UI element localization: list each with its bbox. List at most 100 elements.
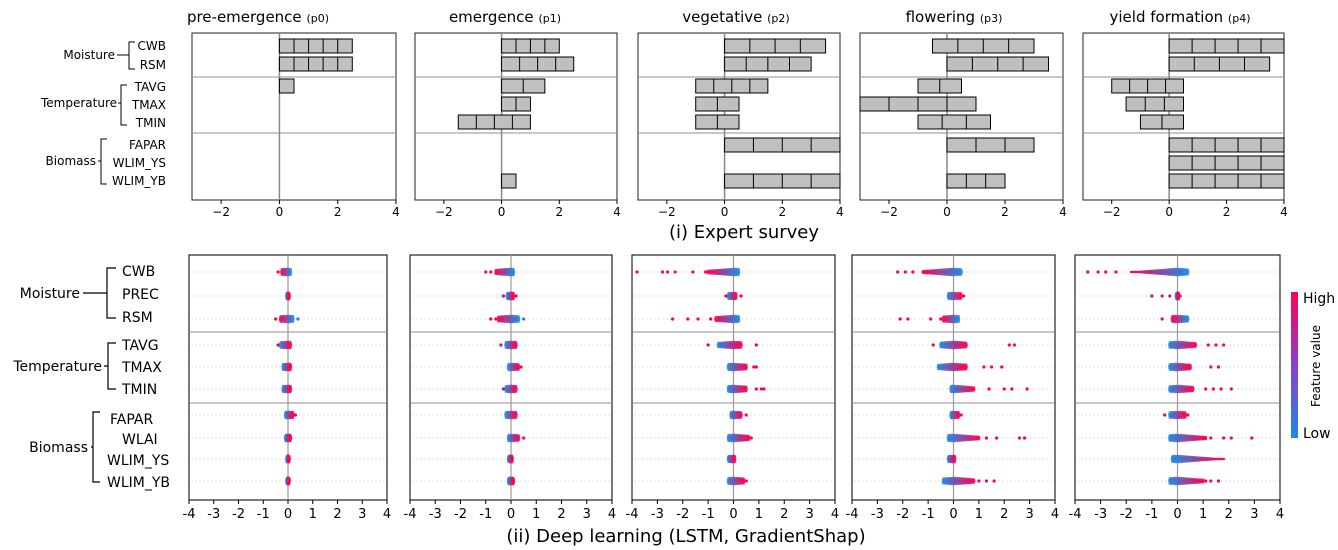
dl-point-outlier <box>276 343 280 347</box>
dl-point-outlier <box>1186 413 1190 417</box>
dl-x-tick-label: 0 <box>729 507 737 522</box>
caption-expert-survey: (i) Expert survey <box>669 222 819 243</box>
dl-x-tick-label: 2 <box>1225 507 1233 522</box>
dl-point-outlier <box>519 365 523 369</box>
dl-x-tick-label: 3 <box>358 507 366 522</box>
expert-bar-tmax <box>1125 96 1184 112</box>
dl-x-tick-label: 1 <box>975 507 983 522</box>
dl-label-tmin: TMIN <box>121 382 157 398</box>
expert-x-tick-label: 4 <box>1059 205 1067 219</box>
dl-point <box>1186 268 1190 276</box>
expert-label-tmax: TMAX <box>131 98 166 112</box>
dl-point-outlier <box>489 270 493 274</box>
dl-point-outlier <box>1216 479 1221 483</box>
dl-x-tick-label: -1 <box>922 507 935 522</box>
dl-point <box>959 292 963 300</box>
dl-point <box>742 477 746 485</box>
dl-point-outlier <box>898 317 902 321</box>
dl-point <box>291 410 295 420</box>
dl-point-outlier <box>1163 413 1167 417</box>
dl-x-tick-label: 0 <box>949 507 957 522</box>
panel-title-p1: emergence (p1) <box>449 8 561 26</box>
dl-point-outlier <box>703 270 708 274</box>
dl-label-rsm: RSM <box>122 310 153 326</box>
expert-panel-p0: −2 0 2 4 <box>191 32 400 219</box>
dl-point <box>516 363 521 371</box>
dl-x-tick-label: 4 <box>608 507 616 522</box>
expert-bar-tmin <box>917 114 991 130</box>
expert-panel-p3: −2 0 2 4 <box>859 32 1067 219</box>
dl-point <box>736 314 741 324</box>
dl-point <box>1183 411 1187 419</box>
dl-label-wlim-ys: WLIM_YS <box>107 453 169 469</box>
dl-point <box>747 434 751 442</box>
dl-point <box>514 410 518 420</box>
expert-panel-p2: −2 0 2 4 <box>637 32 844 219</box>
dl-point <box>733 454 737 464</box>
caption-deep-learning: (ii) Deep learning (LSTM, GradientShap) <box>506 526 865 547</box>
expert-label-tavg: TAVG <box>134 80 166 94</box>
dl-point-outlier <box>686 317 690 321</box>
dl-point <box>511 476 516 486</box>
dl-x-tick-label: 1 <box>309 507 317 522</box>
dl-point-outlier <box>739 294 743 298</box>
expert-bar-cwb <box>1168 38 1285 54</box>
dl-point-outlier <box>274 317 278 321</box>
dl-point-outlier <box>671 317 675 321</box>
dl-point <box>956 314 961 324</box>
colorbar-gradient <box>1291 292 1298 438</box>
dl-point <box>511 267 516 277</box>
dl-point-outlier <box>1010 387 1014 391</box>
dl-x-tick-label: 4 <box>1276 507 1284 522</box>
dl-label-tavg: TAVG <box>121 338 159 354</box>
dl-point-outlier <box>992 479 996 483</box>
dl-point <box>287 476 291 486</box>
dl-x-tick-label: 3 <box>805 507 813 522</box>
dl-point-outlier <box>1229 387 1233 391</box>
dl-x-tick-label: -3 <box>1094 507 1107 522</box>
dl-point-outlier <box>1204 387 1208 391</box>
dl-point-outlier <box>959 413 963 417</box>
expert-x-tick-label: 2 <box>778 205 786 219</box>
expert-x-tick-label: 0 <box>721 205 729 219</box>
dl-point <box>1222 457 1226 461</box>
dl-group-biomass: Biomass <box>29 440 88 456</box>
dl-point-outlier <box>1216 365 1221 369</box>
expert-x-tick-label: −2 <box>658 205 676 219</box>
dl-point <box>291 314 295 324</box>
dl-point-outlier <box>759 387 764 391</box>
expert-x-tick-label: 0 <box>498 205 506 219</box>
dl-point-outlier <box>1160 294 1164 298</box>
dl-row-labels: CWB PREC RSM TAVG TMAX TMIN FAPAR WLAI W… <box>107 264 170 491</box>
dl-group-labels: Moisture Temperature Biomass <box>12 286 102 456</box>
dl-point-outlier <box>744 479 748 483</box>
dl-x-tick-label: -2 <box>676 507 689 522</box>
dl-point-outlier <box>911 270 915 274</box>
dl-point-outlier <box>752 365 756 369</box>
dl-point <box>744 363 748 371</box>
dl-point <box>977 435 981 441</box>
dl-label-tmax: TMAX <box>121 360 162 376</box>
expert-x-tick-label: 4 <box>613 205 621 219</box>
panel-titles: pre-emergence (p0) emergence (p1) vegeta… <box>187 8 1251 26</box>
dl-point-outlier <box>1160 317 1164 321</box>
expert-bar-rsm <box>278 56 353 72</box>
dl-x-tick-label: 2 <box>780 507 788 522</box>
colorbar-axis-label: Feature value <box>1309 325 1323 407</box>
expert-label-cwb: CWB <box>138 39 166 53</box>
dl-x-tick-label: 1 <box>532 507 540 522</box>
dl-point <box>516 434 521 442</box>
dl-point-outlier <box>1022 436 1027 440</box>
dl-x-tick-label: 3 <box>583 507 591 522</box>
dl-x-tick-label: 3 <box>1025 507 1033 522</box>
panel-title-p2: vegetative (p2) <box>682 8 789 26</box>
dl-point-outlier <box>1025 387 1029 391</box>
panel-title-p4: yield formation (p4) <box>1110 8 1251 26</box>
dl-x-tick-label: 2 <box>557 507 565 522</box>
dl-point <box>288 433 293 443</box>
deep-learning-chart: -4 -3 -2 -1 0 1 2 3 4 -4 -3 -2 -1 0 1 2 3 4 -4 -3 -2 -1 0 1 2 3 4-… <box>183 254 1284 522</box>
dl-point-outlier <box>522 317 526 321</box>
dl-point <box>1191 385 1195 393</box>
dl-label-wlim-yb: WLIM_YB <box>107 475 170 491</box>
